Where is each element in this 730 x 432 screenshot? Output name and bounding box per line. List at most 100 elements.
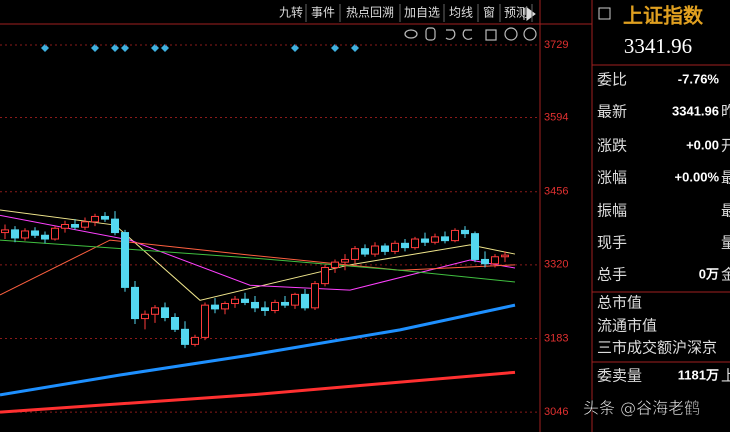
candle-body	[281, 301, 289, 306]
candle-body	[121, 232, 129, 288]
candle-body	[81, 221, 89, 228]
quote-value: 3341.96	[672, 103, 719, 118]
candle-body	[411, 238, 419, 249]
candle-body	[101, 215, 109, 220]
index-name: 上证指数	[623, 4, 704, 28]
candle-body	[211, 304, 219, 310]
candle-body	[21, 230, 29, 239]
quote-field-cut: 上	[721, 367, 730, 385]
candle-body	[471, 233, 479, 260]
candle-body	[1, 229, 9, 234]
candle-body	[51, 227, 59, 240]
moving-average	[0, 303, 516, 397]
moving-average	[0, 370, 516, 414]
candle-body	[401, 242, 409, 249]
candle-body	[321, 267, 329, 285]
quote-label: 总市值	[597, 294, 642, 312]
candle-body	[161, 307, 169, 319]
candle-body	[191, 336, 199, 345]
quote-label: 振幅	[597, 202, 627, 220]
candle-body	[331, 261, 339, 269]
quote-field-cut: 昨	[721, 103, 730, 121]
candle-body	[361, 248, 369, 255]
candle-body	[391, 242, 399, 252]
quote-label: 最新	[597, 103, 627, 121]
candle-body	[301, 293, 309, 309]
index-price: 3341.96	[624, 34, 692, 58]
y-tick-label: 3729	[544, 39, 568, 51]
candle-body	[231, 298, 239, 305]
moving-average	[0, 209, 516, 301]
quote-label: 涨跌	[597, 137, 627, 155]
toolbar-button[interactable]: 九转	[279, 5, 303, 20]
candle-body	[131, 286, 139, 320]
quote-value: +0.00	[686, 137, 719, 152]
moving-average	[0, 239, 516, 296]
quote-label: 涨幅	[597, 169, 627, 187]
toolbar-button[interactable]: 热点回溯	[346, 5, 394, 20]
y-tick-label: 3594	[544, 111, 568, 123]
quote-field-cut: 开	[721, 137, 730, 155]
candle-body	[421, 238, 429, 243]
candle-body	[351, 248, 359, 260]
candle-body	[171, 317, 179, 330]
quote-value: +0.00%	[675, 169, 720, 184]
candle-body	[111, 218, 119, 234]
quote-label: 流通市值	[597, 317, 657, 335]
tool-icons	[404, 27, 537, 41]
candle-body	[501, 254, 509, 258]
redo-icon[interactable]	[462, 29, 473, 40]
undo-icon[interactable]	[445, 29, 456, 40]
toolbar-button[interactable]: 加自选	[404, 6, 440, 20]
candle-body	[271, 301, 279, 312]
y-tick-label: 3320	[544, 259, 568, 271]
candle-body	[251, 301, 259, 309]
candle-body	[491, 256, 499, 265]
quote-label: 现手	[597, 234, 627, 252]
quote-label: 委比	[597, 71, 627, 89]
candle-body	[441, 236, 449, 242]
moving-average	[0, 214, 516, 291]
candle-body	[371, 245, 379, 255]
candle-body	[41, 234, 49, 240]
candle-body	[451, 229, 459, 242]
candle-body	[91, 215, 99, 223]
candle-body	[341, 258, 349, 263]
toolbar-button[interactable]: 事件	[311, 6, 335, 20]
candle-body	[311, 283, 319, 309]
quote-field-cut: 量	[721, 234, 730, 252]
hand-icon[interactable]	[425, 27, 436, 41]
zoom-in-icon[interactable]	[504, 27, 518, 41]
candle-body	[291, 293, 299, 306]
event-markers	[41, 44, 359, 52]
candle-body	[261, 307, 269, 312]
event-marker[interactable]	[41, 44, 359, 52]
candle-body	[461, 229, 469, 235]
candle-body	[151, 307, 159, 315]
quote-label: 委卖量	[597, 367, 642, 385]
delete-icon[interactable]	[485, 29, 497, 41]
candle-body	[201, 304, 209, 338]
quote-value: -7.76%	[678, 71, 720, 86]
quote-field-cut: 最	[721, 202, 730, 220]
y-tick-label: 3456	[544, 186, 568, 198]
quote-value: 0万	[699, 266, 719, 281]
eye-icon[interactable]	[404, 29, 418, 39]
y-tick-label: 3046	[544, 406, 568, 418]
candle-body	[241, 298, 249, 303]
toolbar-button[interactable]: 均线	[449, 6, 473, 20]
zoom-out-icon[interactable]	[523, 27, 537, 41]
candle-body	[431, 236, 439, 243]
y-tick-label: 3183	[544, 332, 568, 344]
checkbox[interactable]	[598, 7, 611, 20]
candle-body	[221, 303, 229, 310]
candle-body	[61, 224, 69, 229]
watermark: 头条 @谷海老鹤	[583, 399, 700, 418]
collapse-icon[interactable]	[523, 7, 536, 21]
toolbar-button[interactable]: 窗	[483, 6, 495, 20]
toolbar-button[interactable]: 预测	[504, 6, 528, 20]
quote-field-cut: 最	[721, 169, 730, 187]
candle-body	[71, 224, 79, 228]
candle-body	[31, 230, 39, 236]
